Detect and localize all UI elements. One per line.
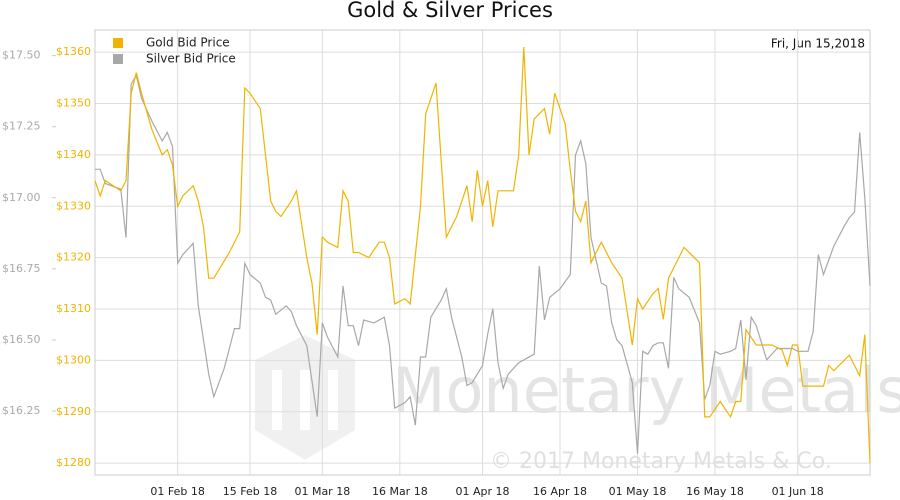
x-tick-label: 01 Jun 18 <box>772 485 824 498</box>
y-tick-label: $1290 <box>56 405 91 418</box>
y2-tick-label: $16.50 <box>2 333 41 346</box>
legend-swatch <box>113 54 123 64</box>
chart-title: Gold & Silver Prices <box>347 0 553 22</box>
y2-tick-label: $16.75 <box>2 262 41 275</box>
watermark-logo <box>255 335 355 460</box>
x-tick-label: 01 May 18 <box>609 485 667 498</box>
y-tick-label: $1320 <box>56 251 91 264</box>
legend-label: Silver Bid Price <box>146 52 236 66</box>
logo-hexagon <box>255 335 355 460</box>
x-tick-label: 16 Mar 18 <box>372 485 428 498</box>
y-tick-label: $1360 <box>56 45 91 58</box>
watermark: Monetary Metals <box>392 354 900 427</box>
y-tick-label: $1280 <box>56 456 91 469</box>
x-tick-label: 01 Feb 18 <box>150 485 204 498</box>
y-tick-label: $1350 <box>56 96 91 109</box>
logo-bar <box>300 370 310 430</box>
y-tick-label: $1340 <box>56 148 91 161</box>
date-annotation: Fri, Jun 15,2018 <box>771 37 865 51</box>
y-tick-label: $1330 <box>56 199 91 212</box>
y2-tick-label: $17.50 <box>2 49 41 62</box>
x-tick-label: 15 Feb 18 <box>223 485 277 498</box>
x-tick-label: 01 Mar 18 <box>294 485 350 498</box>
logo-bar <box>272 370 282 430</box>
series-line <box>95 73 871 454</box>
copyright: © 2017 Monetary Metals & Co. <box>490 449 832 474</box>
plot-frame <box>94 29 871 476</box>
y-tick-label: $1300 <box>56 353 91 366</box>
logo-bar <box>328 370 338 430</box>
legend-swatch <box>113 38 123 48</box>
y2-tick-label: $16.25 <box>2 404 41 417</box>
y2-tick-label: $17.25 <box>2 120 41 133</box>
series-line <box>94 46 871 464</box>
legend-label: Gold Bid Price <box>146 36 230 50</box>
x-tick-label: 16 Apr 18 <box>533 485 587 498</box>
y2-tick-label: $17.00 <box>2 191 41 204</box>
y-tick-label: $1310 <box>56 302 91 315</box>
x-tick-label: 01 Apr 18 <box>455 485 509 498</box>
x-tick-label: 16 May 18 <box>686 485 744 498</box>
